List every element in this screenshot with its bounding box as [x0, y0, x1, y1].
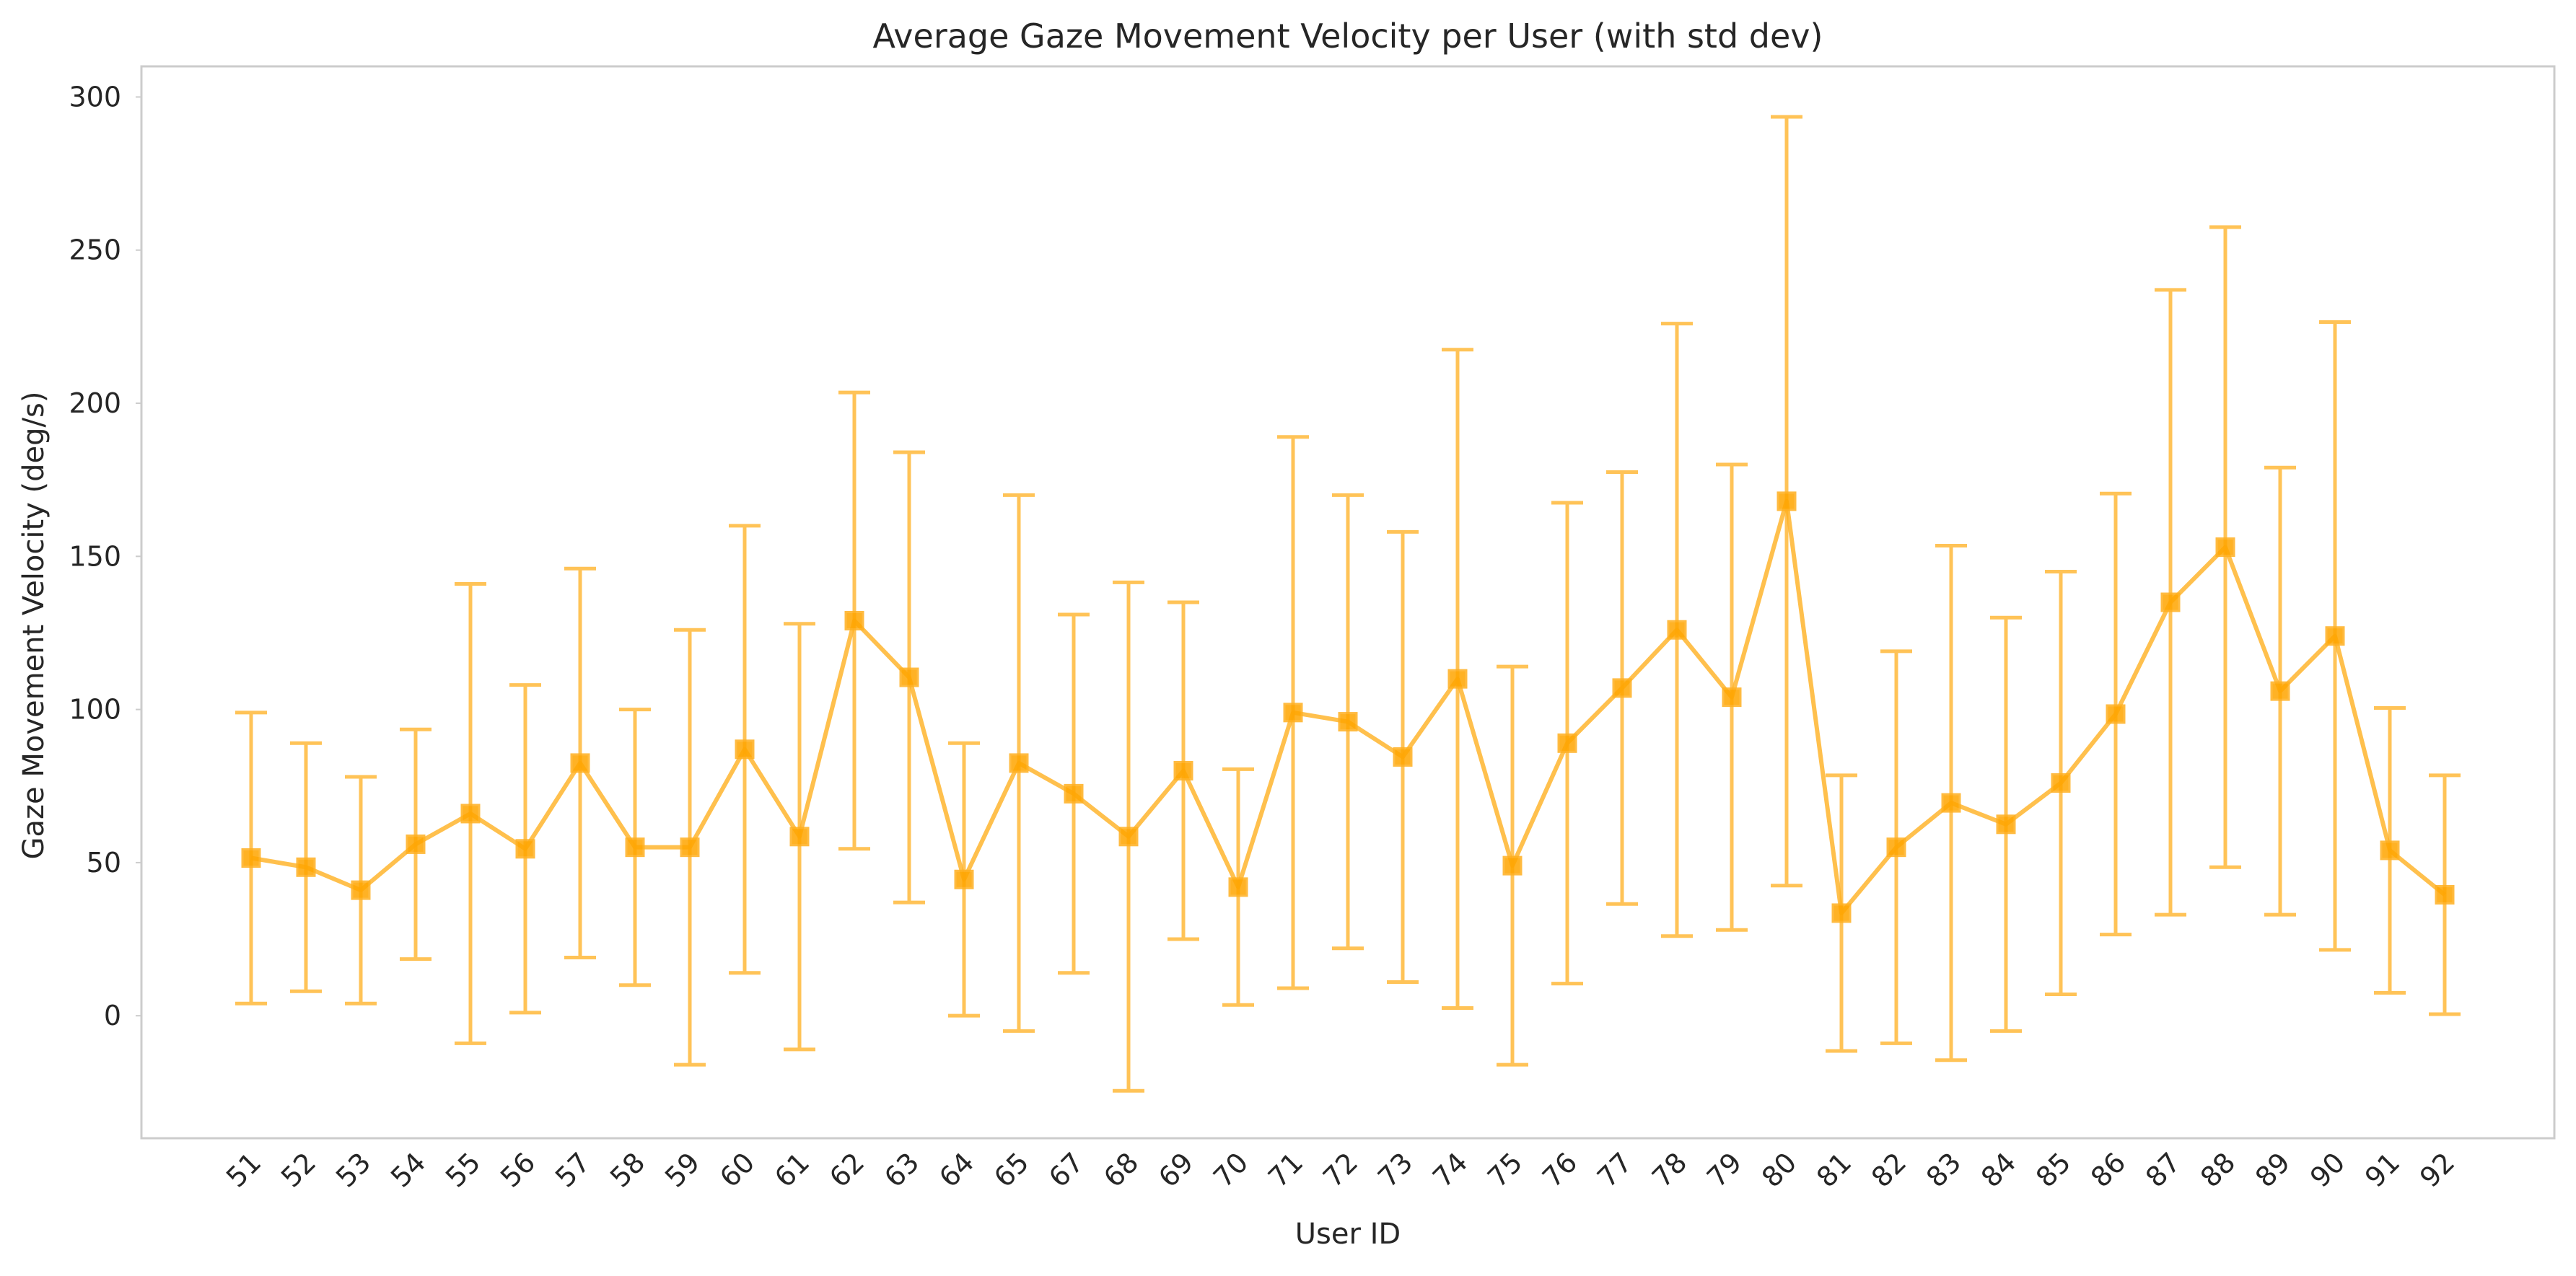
- chart-title: Average Gaze Movement Velocity per User …: [873, 17, 1823, 56]
- data-point-marker: [954, 869, 974, 889]
- x-tick-label: 61: [768, 1146, 815, 1193]
- x-ticks: 51 52 53 54 55 56 57 58 59 60 61 62 63 64 65 67 68 69 70 71…: [220, 1146, 2461, 1193]
- x-tick-label: 84: [1975, 1146, 2022, 1193]
- markers: [241, 491, 2455, 923]
- data-point-marker: [570, 753, 590, 773]
- x-tick-label: 74: [1427, 1146, 1473, 1193]
- x-tick-label: 68: [1098, 1146, 1144, 1193]
- data-point-marker: [2270, 681, 2290, 701]
- x-axis-label: User ID: [1295, 1218, 1401, 1251]
- data-point-marker: [899, 667, 919, 687]
- data-point-marker: [1996, 814, 2016, 835]
- data-point-marker: [1118, 827, 1139, 847]
- x-tick-label: 53: [330, 1146, 377, 1193]
- x-tick-label: 72: [1317, 1146, 1364, 1193]
- data-point-marker: [735, 739, 755, 760]
- data-point-marker: [1173, 761, 1193, 781]
- x-tick-label: 88: [2194, 1146, 2241, 1193]
- data-point-marker: [2435, 884, 2455, 905]
- x-tick-label: 59: [659, 1146, 706, 1193]
- data-point-marker: [1393, 747, 1413, 767]
- x-tick-label: 51: [220, 1146, 267, 1193]
- x-tick-label: 77: [1591, 1146, 1638, 1193]
- data-point-marker: [2160, 592, 2181, 612]
- data-point-marker: [460, 804, 481, 824]
- data-point-marker: [680, 837, 700, 858]
- data-point-marker: [1941, 793, 1961, 813]
- y-ticks: 0 50 100 150 200 250 300: [69, 81, 141, 1031]
- x-tick-label: 55: [439, 1146, 486, 1193]
- x-tick-label: 86: [2085, 1146, 2132, 1193]
- data-point-marker: [515, 839, 535, 859]
- data-point-marker: [1283, 703, 1303, 723]
- x-tick-label: 67: [1043, 1146, 1090, 1193]
- x-tick-label: 81: [1810, 1146, 1857, 1193]
- x-tick-label: 75: [1481, 1146, 1528, 1193]
- x-tick-label: 76: [1536, 1146, 1583, 1193]
- y-tick-label: 300: [69, 81, 121, 113]
- x-tick-label: 58: [604, 1146, 651, 1193]
- data-point-marker: [1612, 678, 1632, 698]
- data-point-marker: [1228, 877, 1248, 897]
- x-tick-label: 91: [2359, 1146, 2406, 1193]
- x-tick-label: 52: [275, 1146, 322, 1193]
- y-tick-label: 50: [87, 847, 121, 879]
- x-tick-label: 82: [1865, 1146, 1912, 1193]
- x-tick-label: 69: [1152, 1146, 1199, 1193]
- data-point-marker: [406, 834, 426, 854]
- data-point-marker: [1831, 903, 1852, 923]
- data-point-marker: [844, 610, 864, 630]
- y-tick-label: 150: [69, 540, 121, 572]
- data-point-marker: [1338, 712, 1358, 732]
- data-point-marker: [1447, 669, 1468, 689]
- data-point-marker: [1777, 491, 1797, 511]
- x-tick-label: 56: [494, 1146, 541, 1193]
- x-tick-label: 57: [549, 1146, 596, 1193]
- x-tick-label: 71: [1262, 1146, 1309, 1193]
- data-point-marker: [1722, 687, 1742, 708]
- x-tick-label: 87: [2139, 1146, 2186, 1193]
- x-tick-label: 78: [1646, 1146, 1693, 1193]
- x-tick-label: 54: [385, 1146, 431, 1193]
- y-tick-label: 100: [69, 694, 121, 726]
- x-tick-label: 64: [933, 1146, 980, 1193]
- data-point-marker: [296, 857, 316, 877]
- x-tick-label: 92: [2414, 1146, 2461, 1193]
- x-tick-label: 85: [2030, 1146, 2077, 1193]
- data-point-marker: [1009, 753, 1029, 773]
- y-tick-label: 200: [69, 387, 121, 419]
- x-tick-label: 83: [1920, 1146, 1967, 1193]
- x-tick-label: 65: [988, 1146, 1035, 1193]
- x-tick-label: 89: [2249, 1146, 2296, 1193]
- data-point-marker: [1667, 620, 1687, 640]
- x-tick-label: 63: [878, 1146, 925, 1193]
- data-point-marker: [1064, 783, 1084, 804]
- data-point-marker: [1886, 837, 1906, 858]
- error-bars: [235, 115, 2461, 1093]
- x-tick-label: 70: [1207, 1146, 1254, 1193]
- x-tick-label: 90: [2304, 1146, 2351, 1193]
- x-tick-label: 62: [823, 1146, 870, 1193]
- data-point-marker: [789, 827, 810, 847]
- x-tick-label: 73: [1372, 1146, 1419, 1193]
- y-tick-label: 0: [104, 1000, 121, 1031]
- data-point-marker: [625, 837, 645, 858]
- data-point-marker: [2215, 537, 2235, 558]
- data-point-marker: [1502, 855, 1523, 876]
- x-tick-label: 60: [714, 1146, 761, 1193]
- data-point-marker: [2380, 840, 2400, 861]
- x-tick-label: 80: [1756, 1146, 1802, 1193]
- plot-frame: [140, 65, 2556, 1140]
- y-axis-label: Gaze Movement Velocity (deg/s): [17, 392, 51, 860]
- data-point-marker: [241, 848, 261, 868]
- y-tick-label: 250: [69, 234, 121, 266]
- data-point-marker: [1557, 733, 1577, 753]
- data-point-marker: [2325, 626, 2345, 646]
- data-point-marker: [351, 880, 371, 900]
- data-point-marker: [2051, 773, 2071, 793]
- x-tick-label: 79: [1701, 1146, 1748, 1193]
- data-point-marker: [2106, 704, 2126, 724]
